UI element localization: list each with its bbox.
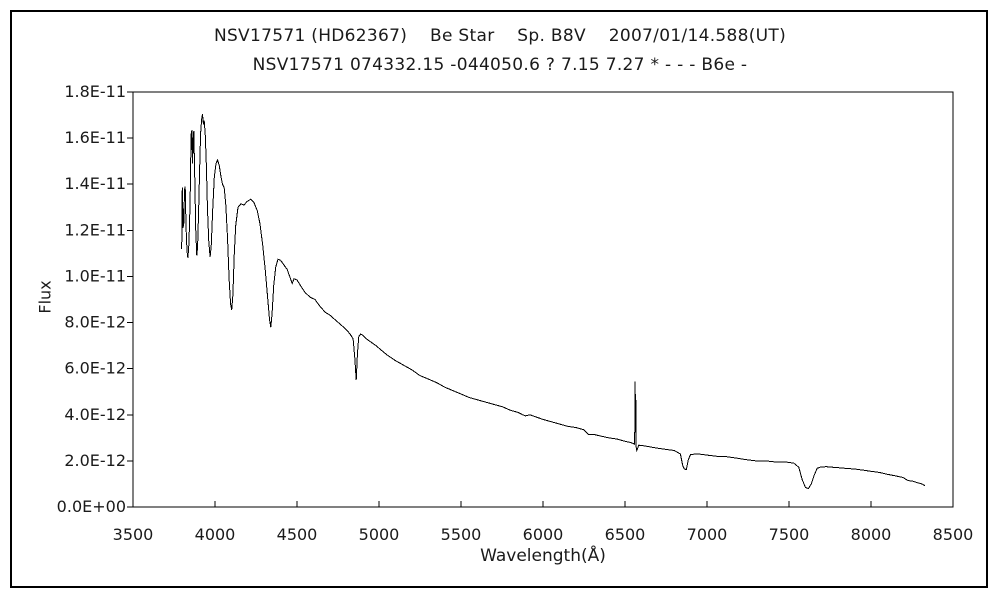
y-tick-label: 1.4E-11	[64, 174, 126, 193]
x-tick-label: 5500	[441, 525, 482, 544]
x-tick-label: 8500	[933, 525, 974, 544]
y-tick-label: 4.0E-12	[64, 405, 126, 424]
x-tick-label: 6500	[605, 525, 646, 544]
x-tick-label: 6000	[523, 525, 564, 544]
y-tick-label: 8.0E-12	[64, 313, 126, 332]
image-border-frame	[10, 10, 988, 588]
x-tick-label: 4000	[195, 525, 236, 544]
y-tick-label: 1.0E-11	[64, 266, 126, 285]
x-tick-label: 3500	[113, 525, 154, 544]
y-tick-label: 1.2E-11	[64, 220, 126, 239]
x-tick-label: 4500	[277, 525, 318, 544]
x-tick-label: 7500	[769, 525, 810, 544]
spectrum-line	[181, 113, 926, 490]
y-tick-label: 1.6E-11	[64, 128, 126, 147]
y-tick-label: 6.0E-12	[64, 359, 126, 378]
y-tick-label: 1.8E-11	[64, 82, 126, 101]
x-tick-label: 7000	[687, 525, 728, 544]
x-tick-label: 8000	[851, 525, 892, 544]
y-tick-label: 0.0E+00	[57, 497, 126, 516]
chart-title: NSV17571 (HD62367) Be Star Sp. B8V 2007/…	[213, 26, 787, 46]
x-tick-label: 5000	[359, 525, 400, 544]
plot-border	[132, 91, 954, 508]
chart-subtitle: NSV17571 074332.15 -044050.6 ? 7.15 7.27…	[252, 55, 748, 75]
y-tick-label: 2.0E-12	[64, 451, 126, 470]
x-axis-title: Wavelength(Å)	[480, 546, 606, 566]
